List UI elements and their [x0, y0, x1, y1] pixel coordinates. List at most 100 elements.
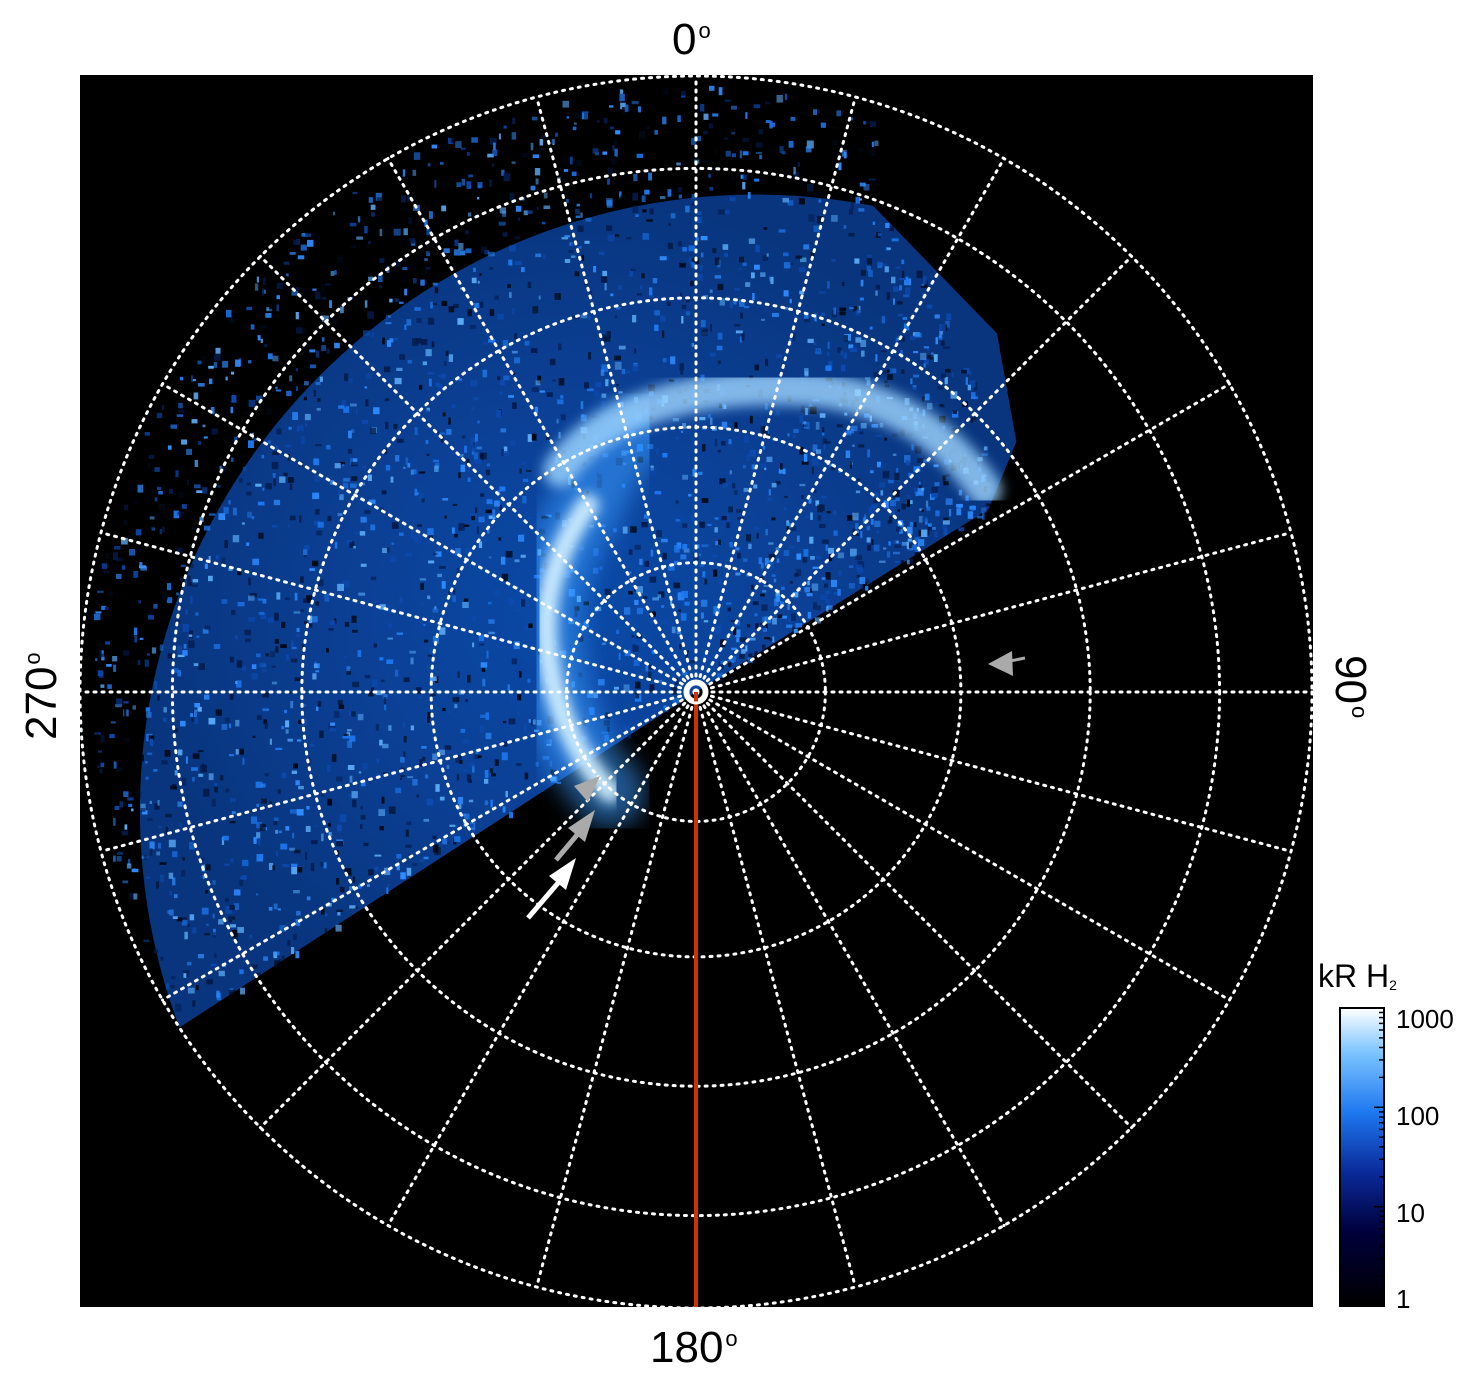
emission-speckle-pixel — [505, 551, 513, 558]
emission-speckle-pixel — [861, 350, 865, 357]
emission-speckle-pixel — [388, 806, 396, 814]
emission-speckle-pixel — [848, 565, 854, 568]
emission-speckle-pixel — [426, 228, 431, 236]
emission-speckle-pixel — [174, 770, 178, 776]
emission-speckle-pixel — [836, 110, 841, 117]
emission-speckle-pixel — [812, 444, 818, 452]
emission-speckle-pixel — [215, 347, 221, 355]
emission-speckle-pixel — [348, 430, 352, 439]
emission-speckle-pixel — [488, 601, 492, 605]
emission-speckle-pixel — [873, 498, 879, 503]
emission-speckle-pixel — [813, 602, 817, 610]
emission-speckle-pixel — [945, 369, 951, 373]
emission-speckle-pixel — [871, 504, 878, 509]
emission-speckle-pixel — [642, 233, 649, 240]
emission-speckle-pixel — [901, 270, 905, 279]
emission-speckle-pixel — [582, 111, 588, 120]
emission-speckle-pixel — [812, 566, 819, 569]
emission-speckle-pixel — [197, 360, 202, 365]
emission-speckle-pixel — [148, 735, 155, 741]
emission-speckle-pixel — [756, 533, 759, 539]
emission-speckle-pixel — [843, 225, 847, 229]
emission-speckle-pixel — [324, 913, 328, 917]
emission-speckle-pixel — [194, 484, 201, 489]
emission-speckle-pixel — [717, 673, 724, 678]
emission-speckle-pixel — [149, 841, 155, 850]
emission-speckle-pixel — [413, 278, 417, 284]
emission-speckle-pixel — [866, 254, 872, 258]
emission-speckle-pixel — [103, 570, 110, 574]
emission-speckle-pixel — [842, 149, 847, 157]
auroral-arc-upper — [543, 371, 1002, 507]
emission-speckle-pixel — [927, 526, 933, 531]
emission-speckle-pixel — [714, 257, 720, 266]
emission-speckle-pixel — [849, 307, 854, 310]
emission-speckle-pixel — [469, 324, 476, 329]
emission-speckle-pixel — [256, 715, 262, 720]
emission-speckle-pixel — [394, 377, 402, 385]
emission-speckle-pixel — [414, 427, 418, 435]
emission-speckle-pixel — [673, 582, 681, 589]
emission-speckle-pixel — [404, 288, 407, 296]
emission-speckle-pixel — [276, 282, 283, 289]
emission-speckle-pixel — [209, 513, 216, 516]
emission-speckle-pixel — [821, 496, 827, 499]
emission-speckle-pixel — [635, 692, 640, 699]
emission-speckle-pixel — [700, 548, 703, 554]
emission-speckle-pixel — [970, 505, 976, 511]
emission-speckle-pixel — [256, 276, 259, 283]
emission-speckle-pixel — [235, 749, 239, 755]
emission-speckle-pixel — [671, 626, 676, 634]
emission-speckle-pixel — [685, 653, 689, 660]
emission-speckle-pixel — [379, 604, 386, 610]
emission-speckle-pixel — [95, 611, 102, 614]
emission-speckle-pixel — [762, 254, 769, 261]
emission-speckle-pixel — [778, 468, 786, 474]
emission-speckle-pixel — [353, 458, 358, 465]
emission-speckle-pixel — [862, 582, 868, 588]
emission-speckle-pixel — [815, 421, 820, 430]
emission-speckle-pixel — [405, 457, 409, 465]
emission-speckle-pixel — [680, 554, 687, 560]
emission-speckle-pixel — [906, 558, 914, 564]
emission-speckle-pixel — [229, 754, 235, 757]
emission-speckle-pixel — [351, 429, 355, 433]
emission-speckle-pixel — [137, 660, 141, 665]
emission-speckle-pixel — [797, 162, 800, 167]
emission-speckle-pixel — [189, 842, 195, 850]
emission-speckle-pixel — [278, 830, 283, 834]
emission-speckle-pixel — [502, 340, 508, 348]
emission-speckle-pixel — [260, 798, 267, 804]
emission-speckle-pixel — [393, 423, 398, 430]
emission-speckle-pixel — [552, 379, 556, 382]
emission-speckle-pixel — [632, 364, 639, 372]
emission-speckle-pixel — [620, 102, 626, 110]
emission-speckle-pixel — [799, 178, 802, 187]
emission-speckle-pixel — [935, 510, 940, 517]
emission-speckle-pixel — [267, 267, 270, 274]
emission-speckle-pixel — [232, 507, 237, 516]
emission-speckle-pixel — [632, 192, 639, 201]
emission-speckle-pixel — [423, 623, 426, 626]
emission-speckle-pixel — [839, 311, 846, 316]
emission-speckle-pixel — [276, 851, 279, 857]
emission-speckle-pixel — [379, 228, 383, 237]
emission-speckle-pixel — [825, 598, 831, 605]
emission-speckle-pixel — [456, 182, 462, 187]
emission-speckle-pixel — [662, 453, 668, 458]
emission-speckle-pixel — [503, 446, 508, 453]
emission-speckle-pixel — [739, 336, 743, 343]
emission-speckle-pixel — [362, 465, 367, 469]
emission-speckle-pixel — [181, 869, 186, 877]
emission-speckle-pixel — [458, 523, 465, 531]
emission-speckle-pixel — [874, 520, 881, 527]
emission-speckle-pixel — [468, 824, 474, 828]
emission-speckle-pixel — [721, 515, 729, 521]
emission-speckle-pixel — [458, 243, 464, 250]
emission-speckle-pixel — [430, 301, 433, 309]
emission-speckle-pixel — [734, 288, 741, 291]
emission-speckle-pixel — [129, 549, 135, 556]
emission-speckle-pixel — [760, 562, 764, 569]
emission-speckle-pixel — [724, 99, 732, 102]
emission-speckle-pixel — [833, 140, 838, 145]
